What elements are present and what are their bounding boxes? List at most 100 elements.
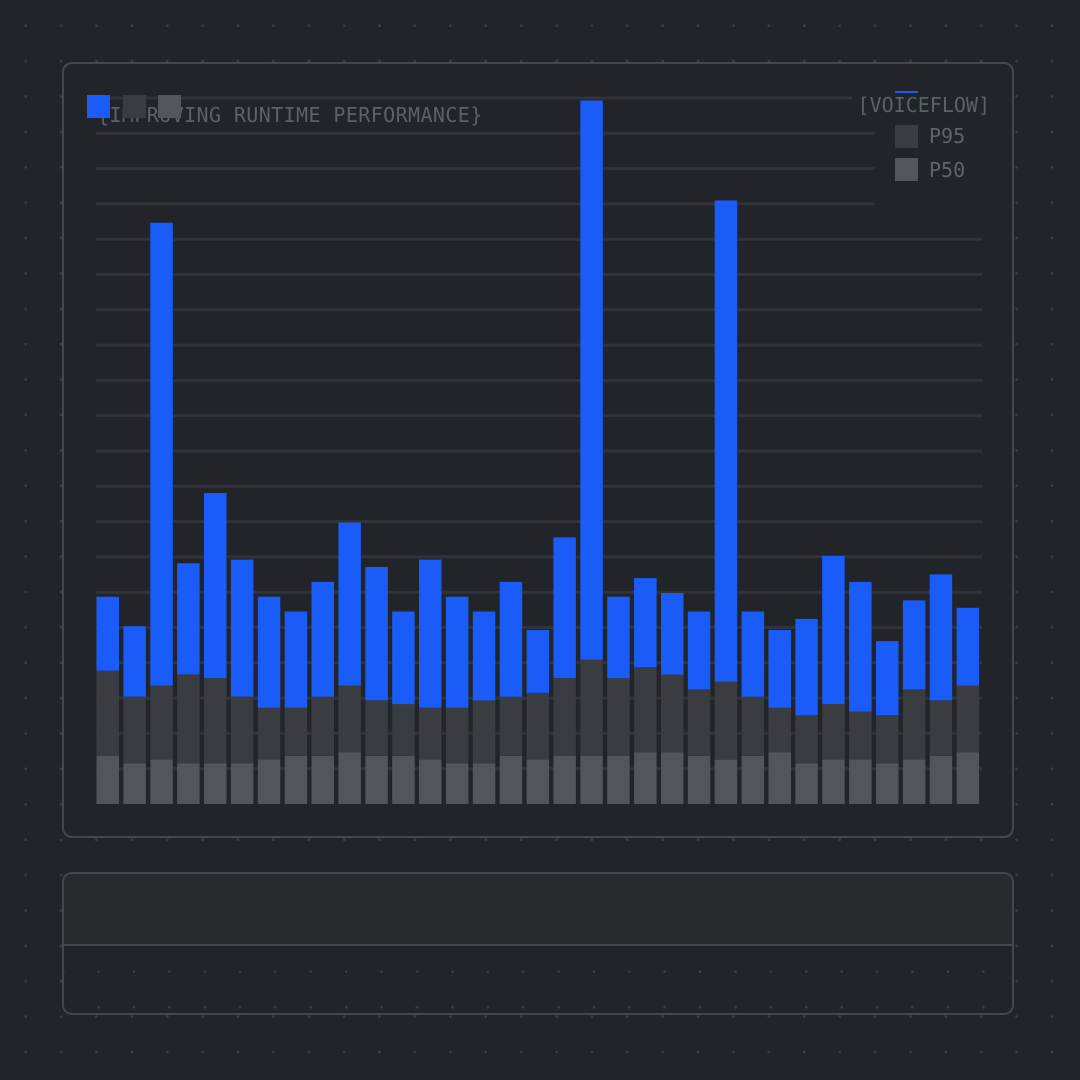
bar-p95-14 (445, 707, 469, 764)
bar-p50-27 (795, 763, 818, 804)
bar-p999-6 (230, 559, 254, 697)
bar-p999-23 (687, 611, 711, 690)
bar-p999-30 (876, 641, 899, 716)
bar-p999-10 (338, 522, 361, 686)
bar-p95-26 (768, 707, 791, 753)
bar-p95-2 (123, 696, 146, 764)
bar-p50-10 (338, 752, 361, 804)
bar-p95-10 (338, 685, 361, 753)
footer-swatch-dark (123, 95, 146, 118)
bar-p95-16 (499, 696, 523, 756)
bar-p50-9 (311, 755, 334, 804)
bar-p999-1 (96, 596, 119, 671)
bar-p95-13 (419, 707, 442, 760)
bar-p95-12 (392, 704, 415, 756)
bar-p50-22 (661, 752, 684, 804)
bar-p50-8 (284, 755, 308, 804)
bar-p95-21 (634, 667, 657, 753)
bar-p50-12 (392, 755, 415, 804)
bar-p999-31 (902, 600, 926, 690)
bar-p95-22 (661, 674, 684, 753)
bar-p999-18 (553, 537, 576, 679)
bar-p999-25 (741, 611, 765, 697)
bar-p50-4 (177, 763, 200, 804)
bar-p999-17 (526, 630, 550, 693)
bar-p95-3 (150, 685, 173, 760)
bar-p95-32 (929, 700, 953, 756)
bar-p50-21 (634, 752, 657, 804)
bar-p95-7 (257, 707, 281, 760)
bar-p95-25 (741, 696, 765, 756)
bar-p999-28 (822, 555, 845, 704)
legend-label-p50: P50 (929, 157, 966, 182)
bar-p999-3 (150, 222, 173, 686)
bar-p50-33 (956, 752, 980, 804)
bar-p999-12 (392, 611, 415, 705)
bar-p50-1 (96, 755, 119, 804)
footer-swatch-blue (87, 95, 110, 118)
bar-p999-27 (795, 618, 818, 716)
bar-p50-16 (499, 755, 523, 804)
bar-p50-7 (257, 759, 281, 804)
bar-p999-32 (929, 574, 953, 701)
bar-p50-6 (230, 763, 254, 804)
footer-header-bar (64, 874, 1012, 946)
bar-p95-19 (580, 659, 603, 756)
bar-p50-29 (849, 759, 872, 804)
bar-p50-13 (419, 759, 442, 804)
bar-p95-27 (795, 715, 818, 764)
bar-p999-19 (580, 100, 603, 660)
bar-p95-4 (177, 674, 200, 764)
bar-p50-18 (553, 755, 576, 804)
bar-p50-24 (714, 759, 738, 804)
bar-p999-8 (284, 611, 308, 708)
legend-swatch-p50 (895, 158, 918, 181)
bar-p50-11 (365, 755, 388, 804)
bar-p95-33 (956, 685, 980, 753)
bar-p50-31 (902, 759, 926, 804)
chart-title: {IMPROVING RUNTIME PERFORMANCE} (97, 103, 483, 127)
bar-p999-11 (365, 567, 388, 701)
legend-item-p95: P95 (895, 124, 977, 148)
bar-p95-15 (472, 700, 496, 764)
bar-p95-5 (204, 678, 227, 764)
bar-p95-6 (230, 696, 254, 764)
bar-p50-30 (876, 763, 899, 804)
bar-p999-22 (661, 593, 684, 675)
bar-p95-29 (849, 711, 872, 760)
legend-label-p95: P95 (929, 124, 966, 148)
legend-swatch-p95 (895, 124, 918, 148)
bar-p50-28 (822, 759, 845, 804)
bar-p999-13 (419, 559, 442, 708)
bar-p95-17 (526, 692, 550, 760)
footer-panel (62, 872, 1014, 1015)
bar-p95-24 (714, 681, 738, 760)
bar-p50-32 (929, 755, 953, 804)
bar-p999-4 (177, 563, 200, 675)
brand-label: [VOICEFLOW] (851, 93, 990, 117)
bar-p999-15 (472, 611, 496, 701)
bar-p95-28 (822, 704, 845, 760)
bar-p95-23 (687, 689, 711, 756)
bar-p999-9 (311, 581, 334, 697)
bar-p999-2 (123, 626, 146, 697)
footer-content (64, 946, 1012, 1013)
bar-p50-14 (445, 763, 469, 804)
bar-p95-8 (284, 707, 308, 756)
bar-p50-19 (580, 755, 603, 804)
bar-p50-23 (687, 755, 711, 804)
bar-p999-33 (956, 607, 980, 686)
bar-p999-26 (768, 630, 791, 708)
bar-p50-2 (123, 763, 146, 804)
bar-p95-31 (902, 689, 926, 760)
bar-p95-30 (876, 715, 899, 764)
bar-p50-25 (741, 755, 765, 804)
bar-p999-20 (607, 596, 630, 679)
bar-p50-5 (204, 763, 227, 804)
bar-p999-14 (445, 596, 469, 708)
bar-p95-18 (553, 678, 576, 756)
bar-p999-16 (499, 581, 523, 697)
bar-p999-29 (849, 581, 872, 712)
bar-p50-20 (607, 755, 630, 804)
bar-p999-21 (634, 578, 657, 667)
